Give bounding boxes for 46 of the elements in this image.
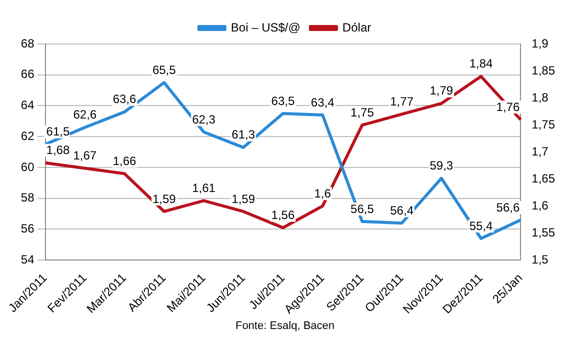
data-label: 59,3 bbox=[430, 158, 454, 173]
legend-label: Dólar bbox=[342, 20, 372, 34]
y2-tick-label: 1,6 bbox=[532, 198, 549, 212]
data-label: 56,5 bbox=[350, 202, 374, 216]
y-tick-label: 58 bbox=[20, 190, 35, 205]
data-label: 62,3 bbox=[192, 112, 216, 126]
data-label: 63,5 bbox=[271, 94, 295, 108]
y2-tick-label: 1,7 bbox=[532, 144, 549, 158]
data-label: 65,5 bbox=[152, 62, 176, 77]
data-label: 1,59 bbox=[152, 192, 176, 206]
y2-tick-label: 1,65 bbox=[532, 171, 556, 186]
data-label: 1,66 bbox=[112, 154, 137, 168]
source-note: Fonte: Esalq, Bacen bbox=[234, 320, 336, 332]
data-label: 1,75 bbox=[350, 105, 374, 120]
data-label: 1,56 bbox=[271, 208, 295, 222]
y-tick-label: 68 bbox=[20, 36, 35, 50]
y2-tick-label: 1,5 bbox=[532, 252, 549, 266]
data-label: 1,76 bbox=[496, 100, 520, 114]
legend-label: Boi – US$/@ bbox=[230, 20, 300, 34]
data-label: 63,4 bbox=[310, 95, 335, 110]
y2-tick-label: 1,55 bbox=[532, 225, 556, 240]
y-tick-label: 54 bbox=[20, 252, 35, 266]
data-label: 61,5 bbox=[46, 124, 70, 139]
data-label: 56,4 bbox=[390, 203, 414, 218]
y-tick-label: 62 bbox=[20, 128, 35, 143]
y-tick-label: 64 bbox=[20, 98, 35, 112]
y-tick-label: 60 bbox=[20, 160, 35, 174]
y-tick-label: 66 bbox=[20, 67, 35, 82]
data-label: 1,79 bbox=[430, 84, 454, 98]
data-label: 63,6 bbox=[112, 92, 137, 106]
data-label: 1,67 bbox=[73, 148, 97, 163]
data-label: 61,3 bbox=[232, 128, 256, 142]
data-label: 1,6 bbox=[314, 186, 332, 200]
data-label: 56,6 bbox=[496, 200, 520, 214]
data-label: 1,59 bbox=[232, 192, 256, 206]
y-tick-label: 56 bbox=[20, 222, 35, 236]
data-label: 1,77 bbox=[390, 94, 414, 109]
data-label: 1,84 bbox=[469, 56, 494, 71]
data-label: 1,61 bbox=[192, 180, 216, 195]
data-label: 55,4 bbox=[469, 218, 494, 233]
data-label: 1,68 bbox=[46, 143, 70, 158]
y2-tick-label: 1,75 bbox=[532, 117, 556, 132]
y2-tick-label: 1,9 bbox=[532, 36, 549, 50]
data-label: 62,6 bbox=[73, 108, 97, 122]
y2-tick-label: 1,85 bbox=[532, 63, 556, 78]
y2-tick-label: 1,8 bbox=[532, 90, 549, 104]
